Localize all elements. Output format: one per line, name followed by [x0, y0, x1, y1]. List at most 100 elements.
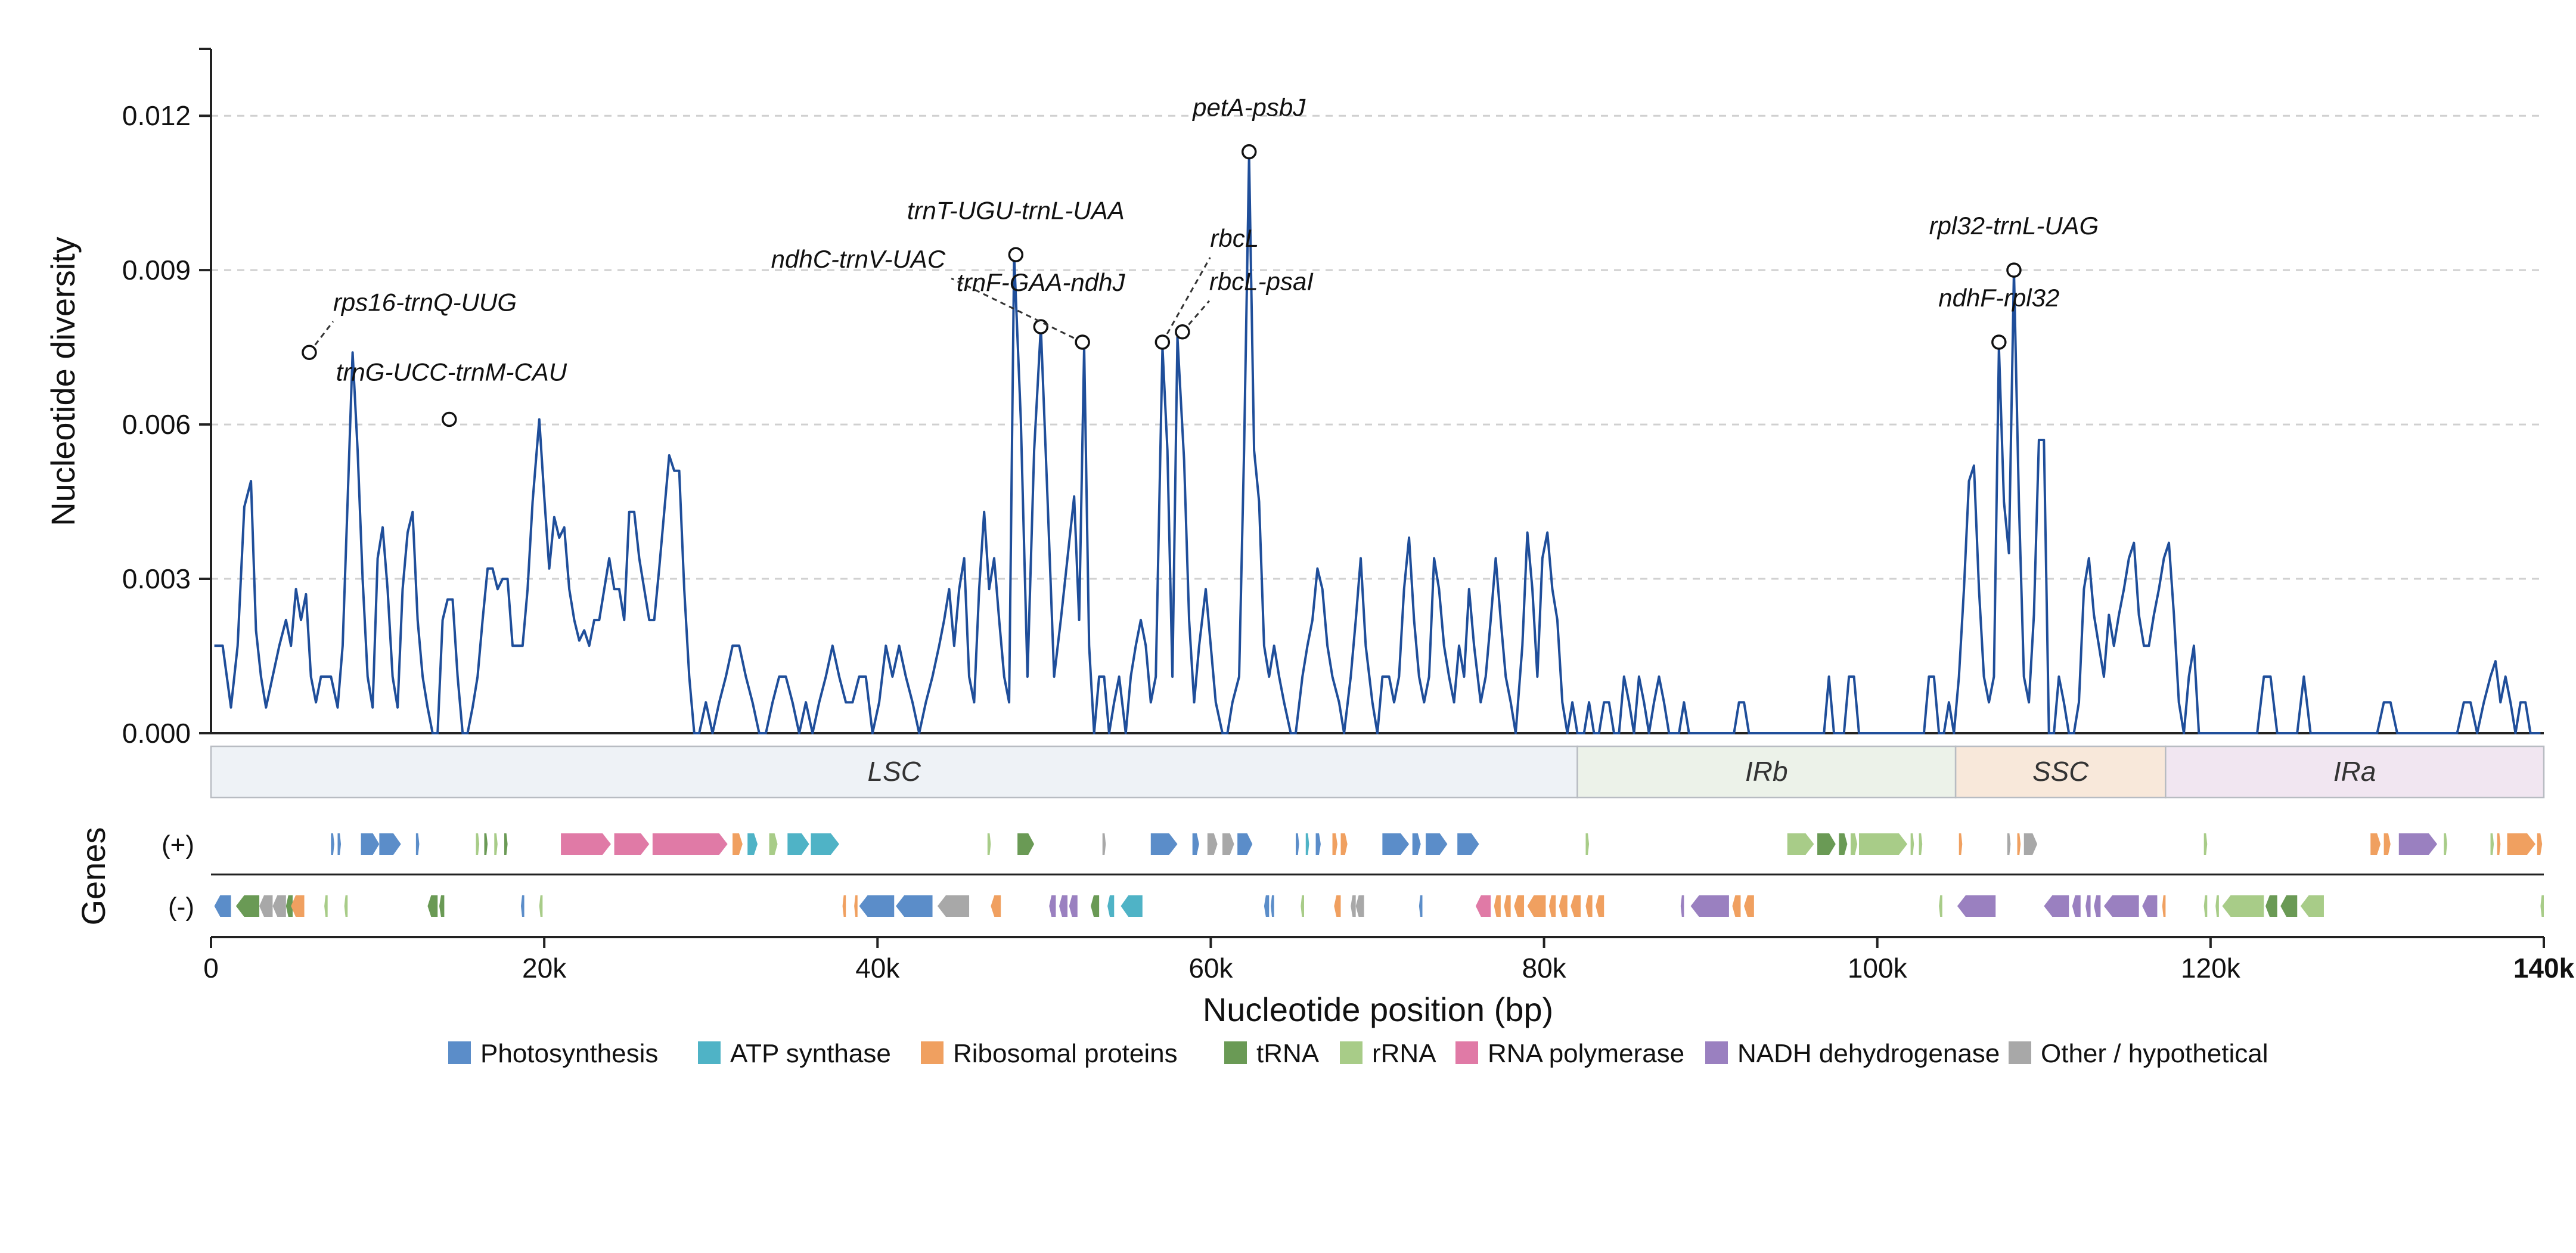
gene-arrow: [361, 833, 380, 855]
peak-label: petA-psbJ: [1191, 94, 1306, 122]
region-track: LSC IRb SSC IRa: [210, 745, 2545, 799]
gene-arrow: [1817, 833, 1836, 855]
peak-marker: [1991, 334, 2007, 350]
region-block: [1954, 745, 2167, 799]
gene-arrow: [1690, 895, 1729, 917]
gene-arrow: [214, 895, 231, 917]
gene-arrow: [1355, 895, 1364, 917]
gene-arrow: [2072, 895, 2081, 917]
peak-label: rps16-trnQ-UUG: [333, 288, 517, 316]
gene-arrow: [1222, 833, 1234, 855]
gene-arrow: [476, 833, 480, 855]
x-tick-label: 100k: [1848, 953, 1908, 984]
gene-arrow: [2370, 833, 2381, 855]
gene-arrow: [1559, 895, 1568, 917]
gene-arrow: [1596, 895, 1604, 917]
peak-label: trnG-UCC-trnM-CAU: [336, 358, 567, 386]
peak-marker: [1008, 247, 1024, 263]
legend-label: Ribosomal proteins: [953, 1039, 1178, 1068]
gene-arrow: [1107, 895, 1115, 917]
region-label: IRa: [2333, 756, 2376, 787]
gene-arrow: [896, 895, 933, 917]
gene-arrow: [2017, 833, 2021, 855]
gene-arrow: [1548, 895, 1556, 917]
gene-arrow: [561, 833, 611, 855]
gene-arrow: [1426, 833, 1448, 855]
legend-swatch: [921, 1041, 944, 1064]
gene-arrow: [2162, 895, 2166, 917]
x-tick-label: 140k: [2513, 953, 2575, 984]
gene-arrow: [2023, 833, 2038, 855]
region-label: SSC: [2032, 756, 2089, 787]
peak-label: ndhF-rpl32: [1938, 284, 2059, 312]
gene-arrow: [2222, 895, 2264, 917]
gene-arrow: [1494, 895, 1501, 917]
gene-arrow: [1680, 895, 1684, 917]
legend-label: tRNA: [1256, 1039, 1320, 1068]
gene-arrow: [1919, 833, 1923, 855]
gene-arrow: [652, 833, 728, 855]
peak-leader-line: [308, 321, 334, 353]
gene-arrow: [1271, 895, 1274, 917]
gene-arrow: [2540, 895, 2544, 917]
gene-arrow: [2044, 895, 2069, 917]
gene-arrow: [2094, 895, 2101, 917]
region-label: LSC: [868, 756, 921, 787]
gene-arrow: [2215, 895, 2219, 917]
gene-arrow: [733, 833, 743, 855]
gene-arrow: [494, 833, 498, 855]
peak-label: rpl32-trnL-UAG: [1929, 212, 2099, 240]
legend-label: Other / hypothetical: [2041, 1039, 2268, 1068]
gene-arrow: [1059, 895, 1067, 917]
gene-arrow: [2537, 833, 2543, 855]
gene-arrow: [1340, 833, 1348, 855]
gene-arrow: [614, 833, 650, 855]
gene-arrow: [1475, 895, 1491, 917]
gene-arrow: [1850, 833, 1858, 855]
gene-arrow: [991, 895, 1001, 917]
peak-label: ndhC-trnV-UAC: [771, 245, 946, 273]
peak-marker: [1033, 319, 1049, 334]
peak-leader-line: [951, 277, 1083, 343]
gene-arrow: [285, 895, 293, 917]
gene-arrow: [2398, 833, 2438, 855]
gene-arrow: [1102, 833, 1106, 855]
gene-arrow: [859, 895, 895, 917]
peak-label: trnT-UGU-trnL-UAA: [907, 196, 1125, 224]
gene-arrow: [291, 895, 305, 917]
legend-label: Photosynthesis: [480, 1039, 658, 1068]
gene-arrow: [1585, 833, 1590, 855]
gene-arrow: [427, 895, 438, 917]
legend-swatch: [2009, 1041, 2031, 1064]
gene-track: [211, 833, 2544, 917]
gene-arrow: [504, 833, 508, 855]
gene-arrow: [2265, 895, 2277, 917]
gene-arrow: [747, 833, 758, 855]
legend-label: RNA polymerase: [1488, 1039, 1684, 1068]
gene-arrow: [1419, 895, 1423, 917]
x-tick-label: 80k: [1522, 953, 1566, 984]
gene-arrow: [259, 895, 273, 917]
gene-arrow: [1382, 833, 1410, 855]
peak-marker: [1241, 144, 1257, 160]
gene-arrow: [2490, 833, 2494, 855]
gene-arrow: [787, 833, 809, 855]
gene-arrow: [1959, 833, 1963, 855]
gene-arrow: [1571, 895, 1581, 917]
minus-strand-label: (-): [168, 892, 194, 922]
gene-arrow: [1049, 895, 1056, 917]
region-block: [1576, 745, 1957, 799]
y-tick-label: 0.000: [122, 718, 191, 749]
gene-arrow: [2142, 895, 2158, 917]
x-tick-label: 120k: [2181, 953, 2241, 984]
gene-arrow: [1315, 833, 1321, 855]
gene-arrow: [1732, 895, 1741, 917]
y-tick-label: 0.003: [122, 563, 191, 594]
gene-arrow: [1504, 895, 1511, 917]
gene-arrow: [331, 833, 334, 855]
legend-label: rRNA: [1372, 1039, 1436, 1068]
x-axis-title: Nucleotide position (bp): [1203, 991, 1553, 1028]
y-tick-label: 0.006: [122, 409, 191, 440]
legend: Photosynthesis ATP synthase Ribosomal prot…: [448, 1039, 2268, 1068]
